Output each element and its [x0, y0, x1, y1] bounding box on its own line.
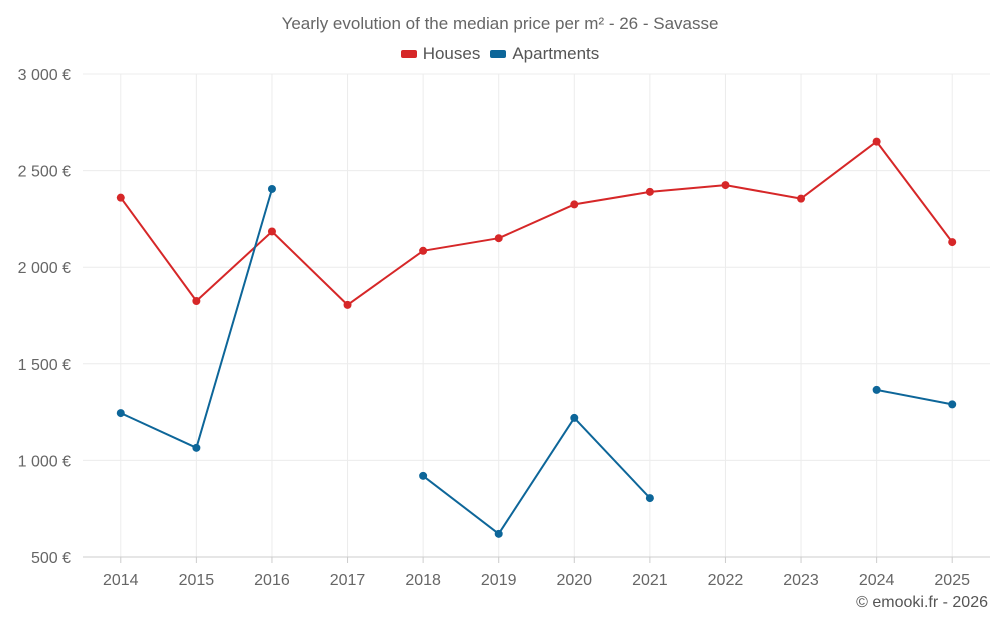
- x-tick-label: 2015: [179, 572, 215, 589]
- data-point-apartments: [570, 413, 579, 422]
- data-point-apartments: [494, 529, 503, 538]
- data-point-apartments: [948, 400, 957, 409]
- data-point-houses: [494, 234, 503, 243]
- x-tick-label: 2023: [783, 572, 819, 589]
- data-point-houses: [419, 246, 428, 255]
- data-point-houses: [570, 200, 579, 209]
- x-tick-label: 2025: [934, 572, 970, 589]
- data-point-houses: [721, 181, 730, 190]
- x-tick-label: 2017: [330, 572, 366, 589]
- y-tick-label: 3 000 €: [18, 67, 71, 84]
- data-point-apartments: [192, 443, 201, 452]
- legend-swatch-apartments: [490, 50, 507, 58]
- series-line-apartments: [422, 416, 651, 535]
- x-tick-label: 2016: [254, 572, 290, 589]
- series-line-apartments: [876, 388, 953, 406]
- legend-label-houses: Houses: [422, 44, 481, 63]
- data-point-houses: [343, 300, 352, 309]
- data-point-houses: [948, 238, 957, 247]
- x-tick-label: 2022: [708, 572, 744, 589]
- x-tick-label: 2014: [103, 572, 139, 589]
- data-point-apartments: [419, 471, 428, 480]
- credit-text: © emooki.fr - 2026: [856, 594, 988, 611]
- chart-title: Yearly evolution of the median price per…: [281, 14, 719, 33]
- legend-item-houses[interactable]: Houses: [400, 44, 481, 64]
- data-point-apartments: [645, 494, 654, 503]
- data-point-apartments: [267, 184, 276, 193]
- data-point-apartments: [116, 409, 125, 418]
- x-tick-label: 2024: [859, 572, 895, 589]
- data-point-houses: [645, 187, 654, 196]
- y-tick-label: 2 500 €: [18, 164, 71, 181]
- y-tick-label: 1 000 €: [18, 453, 71, 470]
- data-point-houses: [872, 137, 881, 146]
- x-tick-label: 2019: [481, 572, 517, 589]
- data-point-houses: [192, 297, 201, 306]
- legend: Houses Apartments: [0, 44, 1000, 64]
- data-point-houses: [797, 194, 806, 203]
- x-tick-label: 2021: [632, 572, 668, 589]
- y-tick-label: 2 000 €: [18, 260, 71, 277]
- legend-label-apartments: Apartments: [512, 44, 600, 63]
- x-tick-label: 2020: [556, 572, 592, 589]
- legend-item-apartments[interactable]: Apartments: [490, 44, 599, 64]
- data-point-houses: [267, 227, 276, 236]
- data-point-houses: [116, 193, 125, 202]
- legend-swatch-houses: [400, 50, 417, 58]
- x-tick-label: 2018: [405, 572, 441, 589]
- y-tick-label: 500 €: [31, 550, 71, 567]
- series-line-houses: [119, 140, 953, 306]
- y-tick-label: 1 500 €: [18, 357, 71, 374]
- data-point-apartments: [872, 385, 881, 394]
